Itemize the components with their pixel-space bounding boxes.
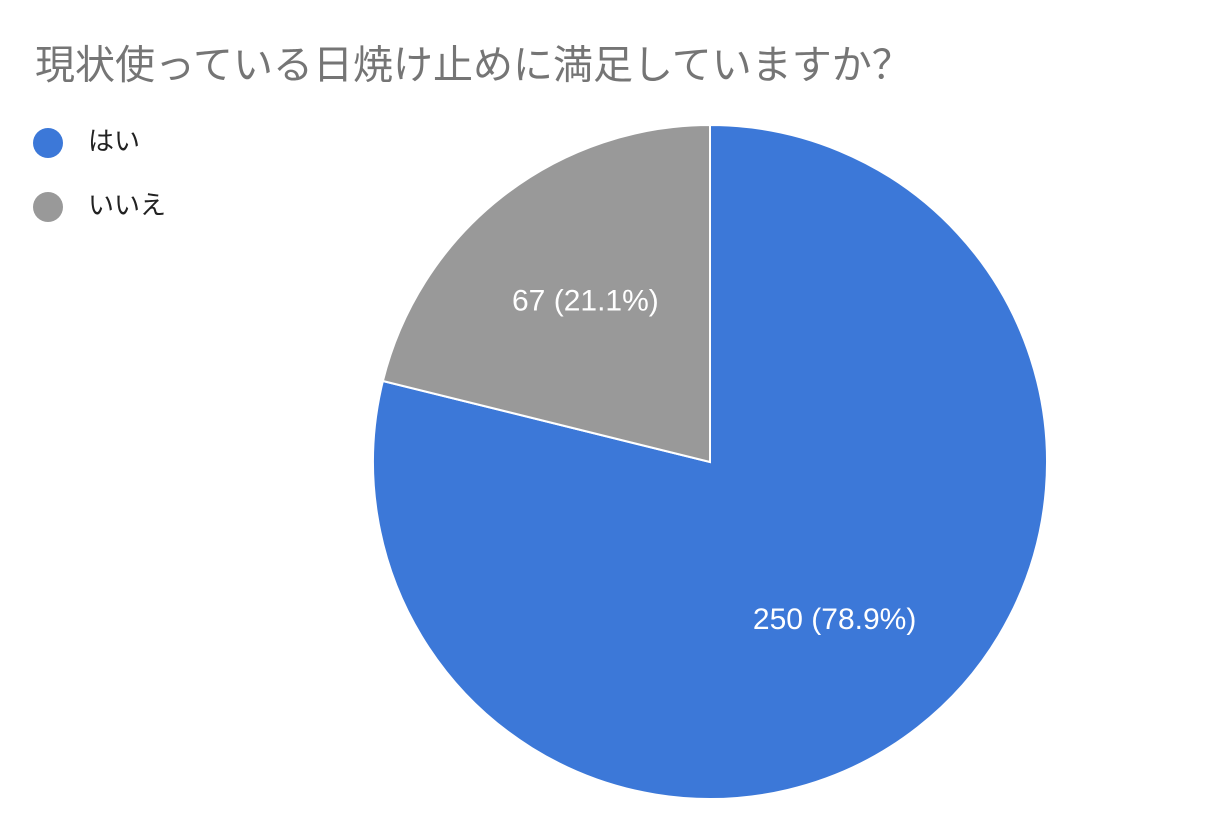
- chart-title: 現状使っている日焼け止めに満足していますか？: [35, 44, 912, 88]
- legend-label: はい: [88, 126, 140, 156]
- legend-label: いいえ: [88, 190, 166, 220]
- legend-swatch: [33, 192, 63, 222]
- pie-slice: [381, 123, 711, 464]
- legend-swatch: [33, 128, 63, 158]
- data-label: 250 (78.9%): [753, 603, 916, 636]
- data-label: 67 (21.1%): [512, 285, 659, 318]
